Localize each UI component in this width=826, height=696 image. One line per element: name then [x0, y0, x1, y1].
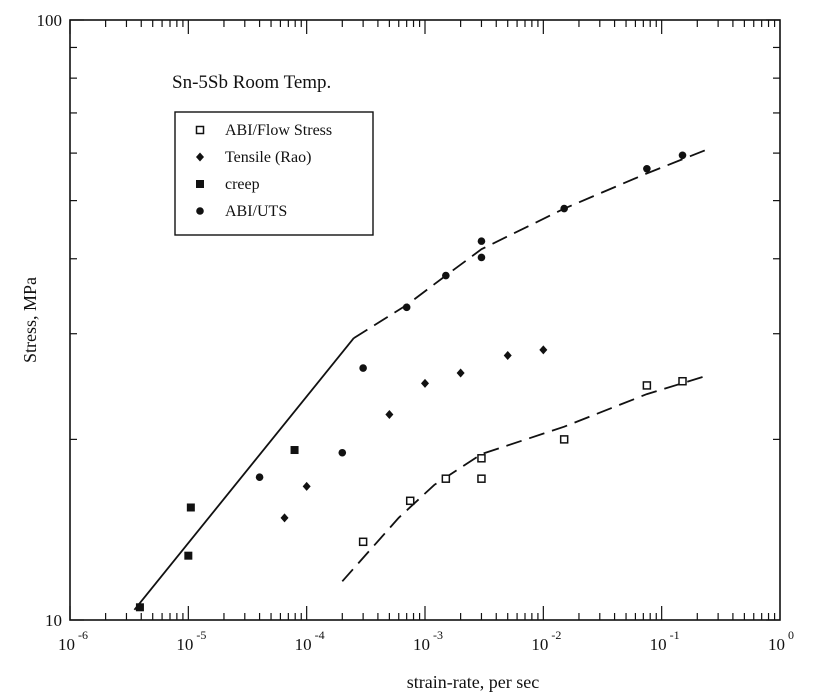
x-axis-tick-labels: 10 -6 10 -5 10 -4 10 -3 10 -2 10 -1 10 0	[58, 628, 794, 654]
point-abi-uts-3	[359, 364, 367, 372]
point-abi-uts-2	[338, 448, 347, 457]
point-creep-1	[135, 603, 144, 612]
plot-frame	[69, 19, 781, 621]
point-abi-flow-stress-5	[477, 474, 486, 483]
legend-label: ABI/Flow Stress	[225, 122, 332, 139]
point-abi-uts-6	[477, 253, 486, 262]
x-tick-label: 10 -6	[58, 628, 88, 654]
point-creep-3	[186, 503, 195, 512]
x-tick-label: 10 -5	[176, 628, 206, 654]
point-abi-uts-7	[477, 237, 486, 245]
y-tick-label: 100	[37, 11, 63, 30]
legend-marker-1	[195, 125, 205, 135]
data-points	[135, 151, 687, 612]
point-creep-2	[184, 551, 193, 560]
point-tensile-rao-7	[539, 345, 548, 355]
x-tick-label: 10 -2	[531, 628, 561, 654]
point-abi-uts-4	[402, 303, 411, 312]
y-axis-ticks	[70, 19, 780, 621]
legend: ABI/Flow Stress Tensile (Rao) creep ABI/UTS	[174, 111, 374, 236]
point-creep-4	[290, 446, 299, 455]
legend-marker-3	[196, 180, 204, 188]
point-abi-uts-5	[442, 271, 450, 280]
point-tensile-rao-4	[421, 378, 429, 388]
x-tick-label: 10 -3	[413, 628, 443, 654]
legend-marker-4	[196, 207, 204, 215]
point-abi-uts-8	[560, 204, 568, 213]
x-tick-label: 10 -1	[650, 628, 680, 654]
legend-box	[174, 111, 374, 236]
legend-label: creep	[225, 176, 260, 193]
fit-line-1	[133, 337, 355, 611]
legend-marker-2	[196, 152, 204, 162]
point-abi-uts-1	[255, 473, 264, 481]
x-tick-label: 10 0	[768, 628, 794, 654]
x-tick-label: 10 -4	[295, 628, 325, 654]
point-abi-flow-stress-6	[559, 435, 569, 444]
y-tick-label: 10	[45, 611, 62, 630]
point-tensile-rao-2	[302, 481, 311, 491]
point-abi-flow-stress-7	[642, 381, 652, 390]
fit-line-3	[341, 374, 710, 582]
y-axis-tick-labels: 10 100	[37, 11, 63, 630]
point-tensile-rao-5	[456, 368, 465, 378]
legend-label: Tensile (Rao)	[225, 149, 311, 166]
point-abi-flow-stress-4	[477, 454, 486, 463]
legend-label: ABI/UTS	[225, 203, 287, 220]
point-tensile-rao-6	[503, 350, 512, 360]
point-abi-flow-stress-8	[678, 376, 687, 386]
point-abi-flow-stress-3	[441, 474, 451, 483]
x-axis-title: strain-rate, per sec	[407, 672, 539, 692]
point-abi-uts-10	[678, 151, 687, 160]
y-axis-title: Stress, MPa	[20, 277, 40, 363]
point-abi-flow-stress-1	[358, 537, 368, 547]
point-tensile-rao-3	[385, 410, 394, 420]
point-tensile-rao-1	[280, 513, 289, 523]
legend-items: ABI/Flow Stress Tensile (Rao) creep ABI/UTS	[195, 122, 332, 220]
x-axis-ticks	[69, 20, 776, 620]
point-abi-flow-stress-2	[405, 496, 415, 506]
point-abi-uts-9	[643, 164, 651, 173]
chart-title: Sn-5Sb Room Temp.	[172, 72, 331, 93]
